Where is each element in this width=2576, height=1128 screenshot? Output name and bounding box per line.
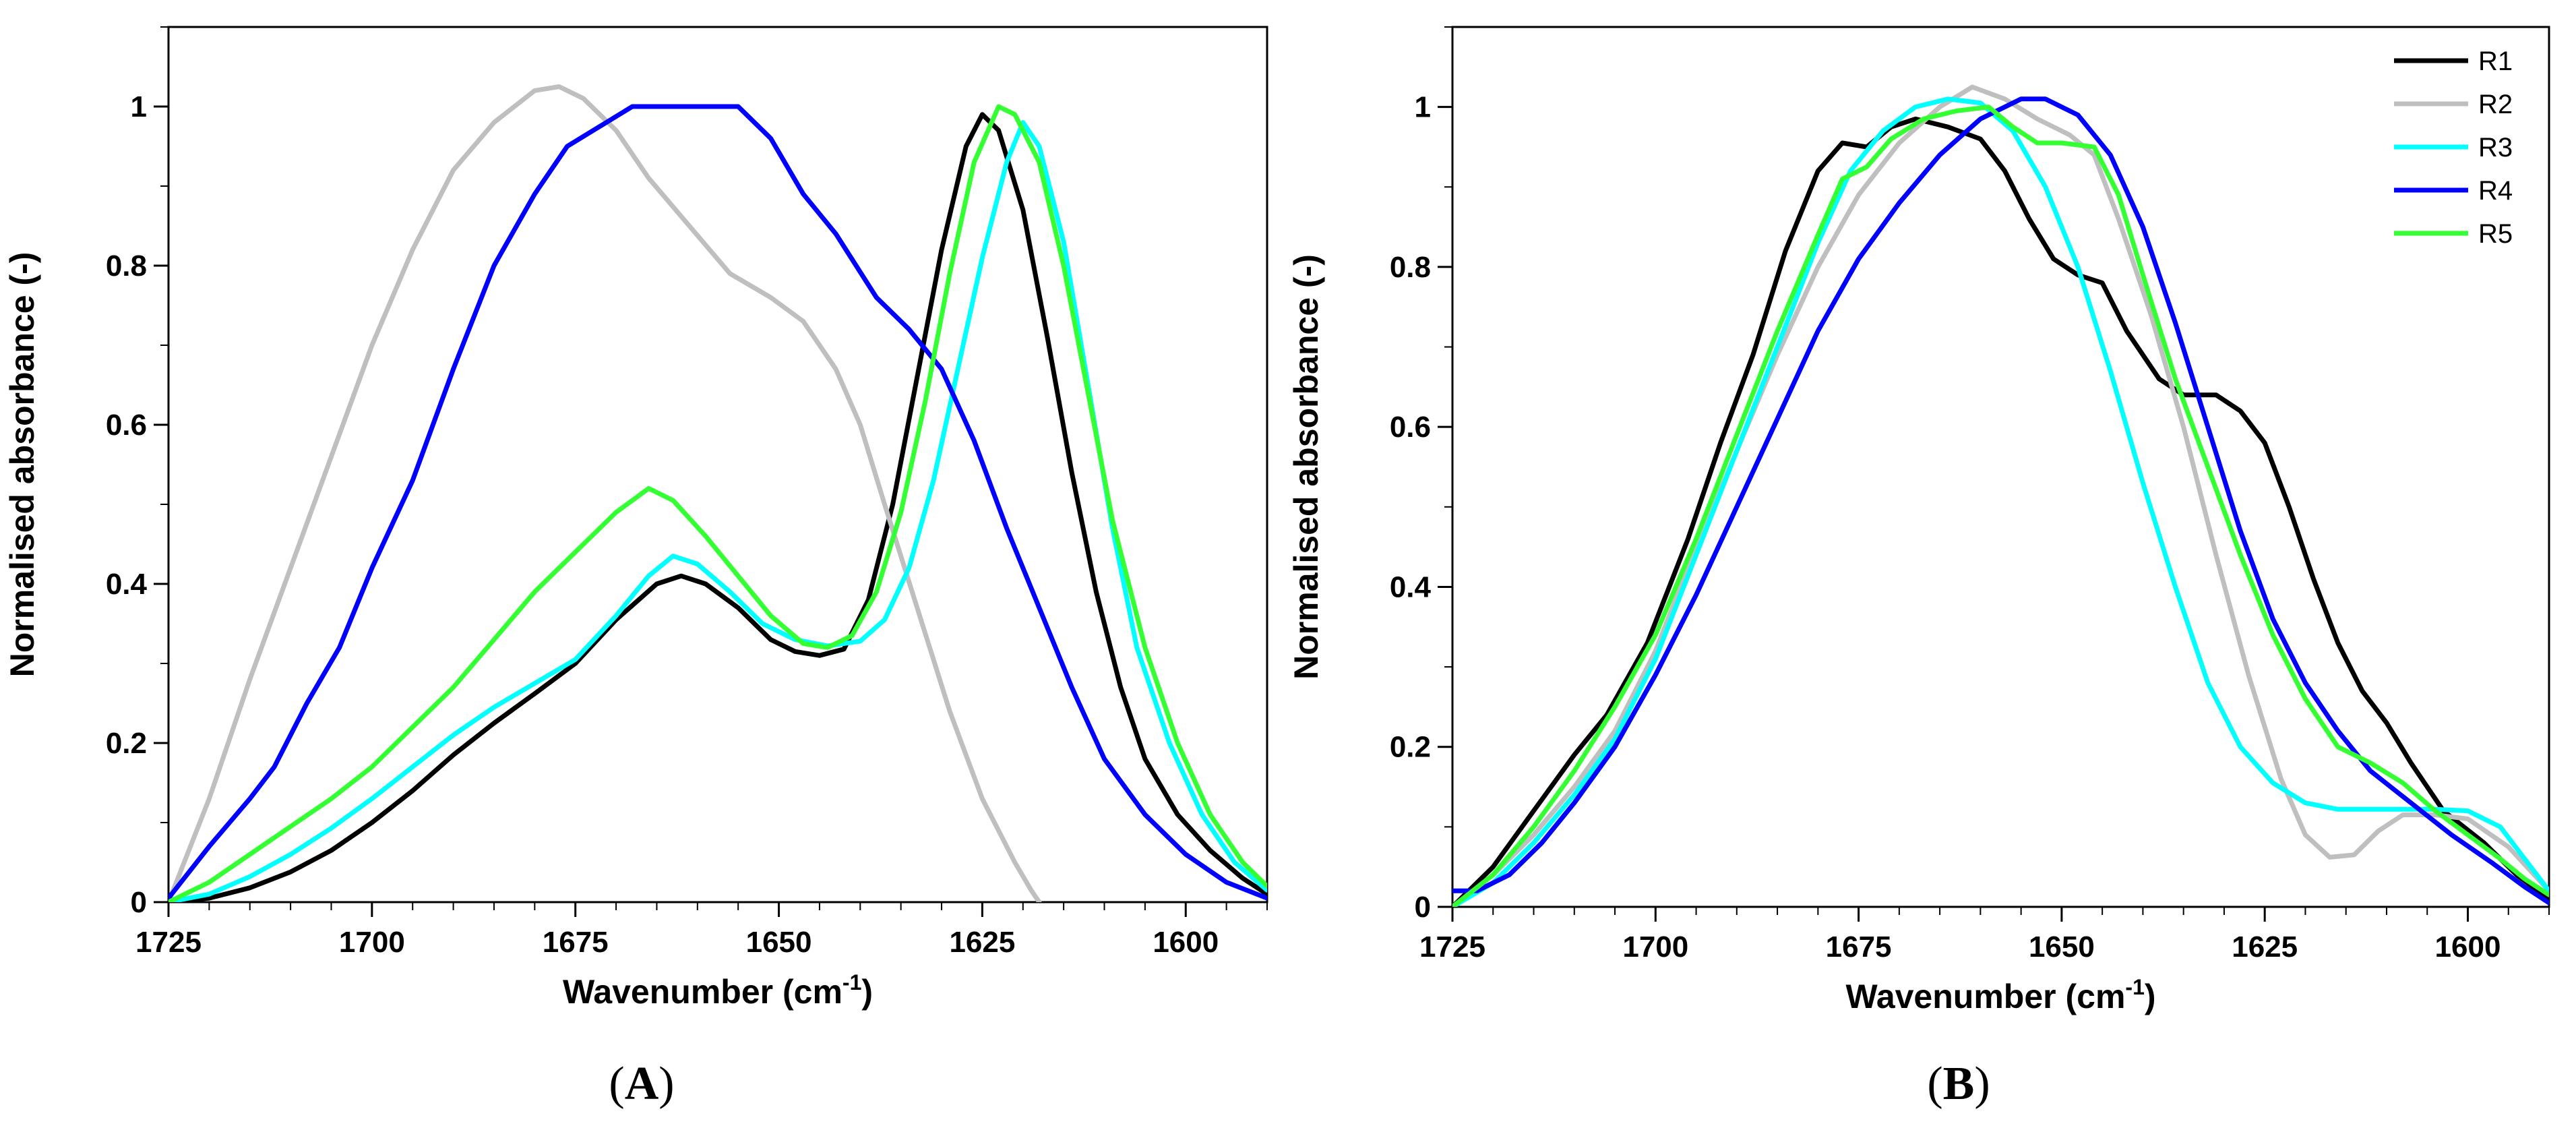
x-axis-title: Wavenumber (cm-1) xyxy=(1845,975,2155,1015)
legend-label-r1: R1 xyxy=(2478,47,2513,76)
y-tick-label: 0.6 xyxy=(1390,411,1431,444)
x-axis-title-superscript: -1 xyxy=(2125,975,2144,999)
x-tick-label: 1600 xyxy=(2435,930,2501,963)
legend-label-r4: R4 xyxy=(2478,176,2513,206)
series-line-r3 xyxy=(168,120,1267,902)
y-tick-label: 0.4 xyxy=(1390,570,1432,603)
series-line-r5 xyxy=(1452,105,2549,907)
plot-frame xyxy=(1451,26,2550,908)
y-axis-title: Normalised absorbance (-) xyxy=(3,252,41,678)
x-tick-label: 1625 xyxy=(2232,930,2298,963)
x-axis-title-close: ) xyxy=(861,973,873,1011)
panel-label-close-paren: ) xyxy=(1974,1058,1990,1110)
series-line-r1 xyxy=(1452,116,2549,907)
series-line-r1 xyxy=(168,112,1267,902)
y-tick-label: 0 xyxy=(131,886,147,919)
y-tick-label: 0 xyxy=(1415,891,1431,924)
x-axis-title-main: Wavenumber (cm xyxy=(1845,978,2125,1015)
y-axis-title: Normalised absorbance (-) xyxy=(1287,254,1325,680)
y-tick-label: 0.8 xyxy=(106,249,147,283)
panel-label-open-paren: ( xyxy=(1927,1058,1942,1110)
panel-label-close-paren: ) xyxy=(658,1058,674,1110)
y-tick-label: 1 xyxy=(1415,91,1431,124)
x-axis-title-close: ) xyxy=(2145,978,2156,1015)
plot-frame xyxy=(167,26,1268,903)
x-tick-label: 1625 xyxy=(949,926,1015,959)
legend-label-r2: R2 xyxy=(2478,90,2513,119)
legend-label-r5: R5 xyxy=(2478,219,2513,249)
y-tick-label: 0.2 xyxy=(106,727,147,760)
series-line-r2 xyxy=(1452,84,2549,907)
x-axis-title: Wavenumber (cm-1) xyxy=(563,970,873,1011)
panel-label-letter: A xyxy=(625,1058,659,1110)
panel-b-chart: 1725 1700 1675 1650 1625 1600 0 0.2 0.4 0.6 0.8 1 Wa… xyxy=(1287,26,2550,1110)
x-tick-label: 1650 xyxy=(746,926,812,959)
y-tick-label: 0.4 xyxy=(106,568,148,601)
series-line-r3 xyxy=(1452,96,2549,907)
x-tick-label: 1700 xyxy=(339,926,405,959)
y-tick-label: 1 xyxy=(131,90,147,123)
x-axis-title-main: Wavenumber (cm xyxy=(563,973,842,1011)
series-line-r4 xyxy=(1452,96,2549,906)
series-line-r2 xyxy=(168,84,1042,902)
x-tick-label: 1675 xyxy=(1826,930,1892,963)
x-tick-label: 1650 xyxy=(2029,930,2095,963)
x-axis-title-superscript: -1 xyxy=(842,970,861,995)
panel-label: (B) xyxy=(1927,1058,1990,1110)
y-tick-label: 0.8 xyxy=(1390,251,1431,284)
panel-label: (A) xyxy=(609,1058,674,1110)
panel-label-open-paren: ( xyxy=(609,1058,624,1110)
panel-label-letter: B xyxy=(1943,1058,1975,1110)
y-tick-label: 0.6 xyxy=(106,409,147,442)
x-tick-label: 1700 xyxy=(1622,930,1688,963)
series-line-r5 xyxy=(168,104,1267,902)
series-line-r4 xyxy=(168,104,1267,901)
x-tick-label: 1600 xyxy=(1153,926,1219,959)
x-tick-label: 1725 xyxy=(135,926,202,959)
panel-a-chart: 1725 1700 1675 1650 1625 1600 0 0.2 0.4 0.6 0.8 1 Wa… xyxy=(3,26,1268,1110)
x-tick-label: 1675 xyxy=(543,926,609,959)
x-tick-label: 1725 xyxy=(1419,930,1485,963)
y-tick-label: 0.2 xyxy=(1390,731,1431,764)
legend-label-r3: R3 xyxy=(2478,133,2513,162)
legend: R1 R2 R3 R4 R5 xyxy=(2394,47,2513,249)
